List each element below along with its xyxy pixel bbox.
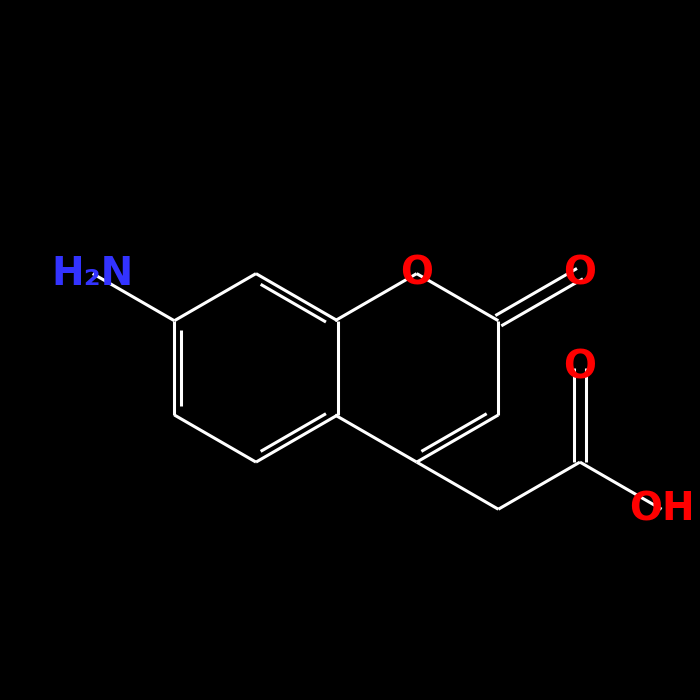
Text: H₂N: H₂N — [52, 255, 134, 293]
Text: OH: OH — [629, 490, 694, 528]
Text: O: O — [564, 349, 596, 387]
Text: O: O — [564, 255, 596, 293]
Text: O: O — [400, 255, 433, 293]
